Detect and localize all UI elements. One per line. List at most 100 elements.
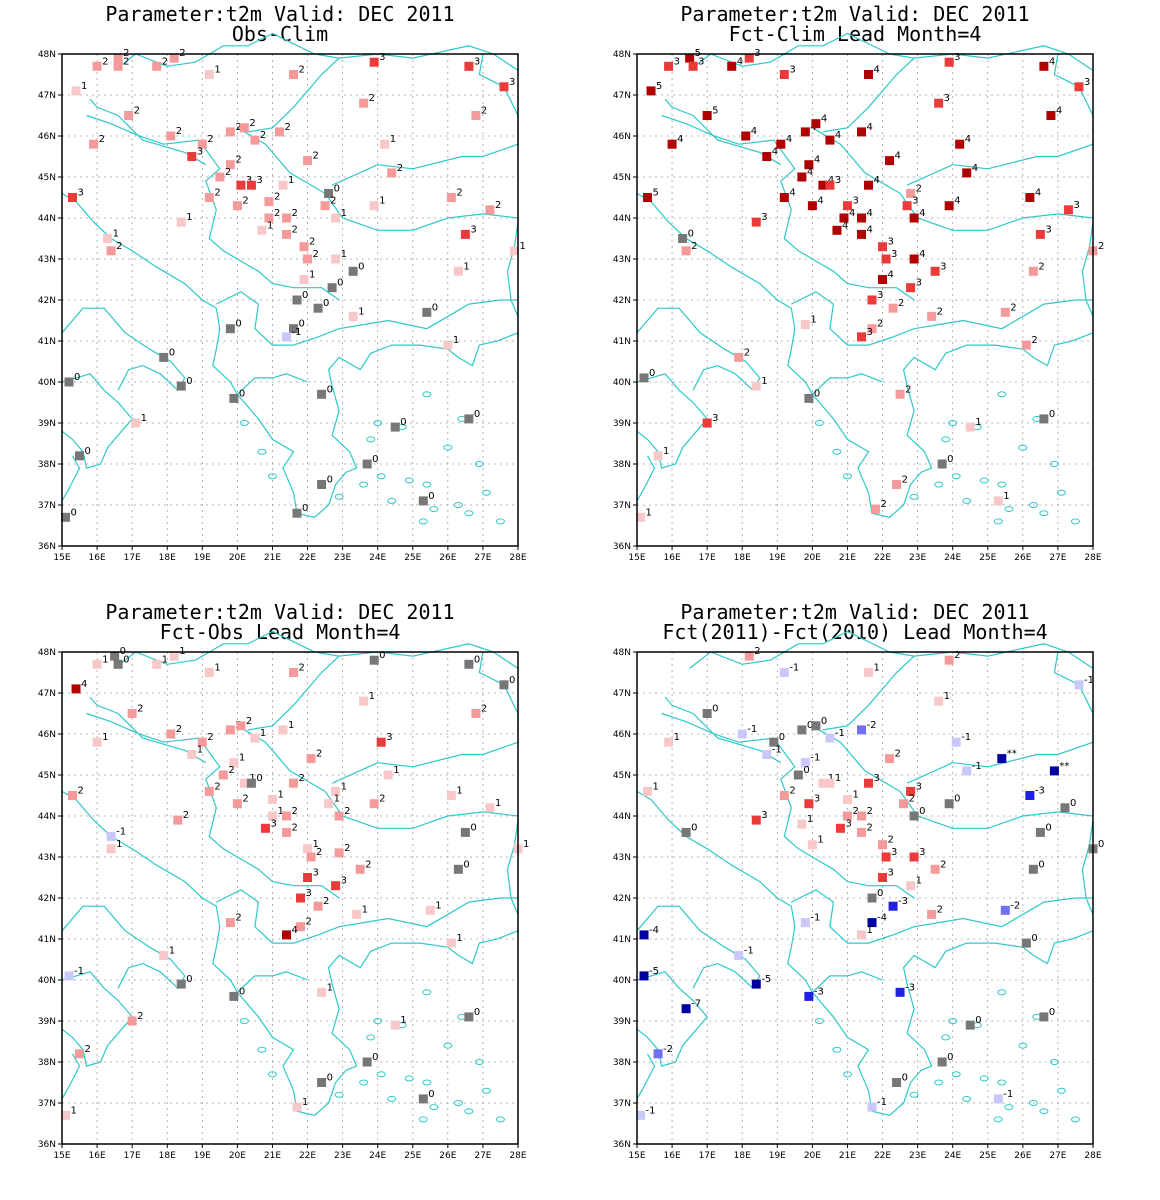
station-marker — [289, 324, 299, 334]
station-value-label: 0 — [1049, 1007, 1055, 1018]
station-value-label: 0 — [803, 765, 809, 776]
station-marker — [197, 737, 207, 747]
station-value-label: 3 — [474, 56, 480, 67]
y-tick-label: 37N — [38, 501, 56, 511]
station-marker — [471, 709, 481, 718]
x-tick-label: 18E — [734, 1151, 751, 1161]
station-marker — [281, 827, 291, 837]
station-marker — [278, 725, 288, 735]
station-marker — [281, 213, 291, 223]
station-marker — [369, 799, 379, 809]
station-marker — [390, 1020, 400, 1030]
y-tick-label: 48N — [613, 50, 631, 60]
station-marker — [159, 950, 169, 960]
y-tick-label: 46N — [613, 730, 631, 740]
panel-obs-clim: Parameter:t2m Valid: DEC 2011 Obs-Clim 2… — [0, 0, 560, 590]
x-tick-label: 24E — [944, 1151, 961, 1161]
station-marker — [485, 205, 495, 215]
station-value-label: 0 — [256, 773, 262, 784]
station-value-label: 1 — [341, 781, 347, 792]
station-value-label: 3 — [379, 52, 385, 63]
station-value-label: 2 — [137, 1011, 143, 1022]
station-value-label: 3 — [78, 188, 84, 199]
station-value-label: -4 — [877, 913, 887, 924]
station-value-label: 2 — [323, 896, 329, 907]
station-marker — [331, 881, 341, 891]
station-value-label: 3 — [814, 794, 820, 805]
station-marker — [1035, 827, 1045, 837]
station-value-label: 4 — [866, 208, 872, 219]
station-marker — [832, 225, 842, 235]
station-marker — [867, 295, 877, 305]
station-value-label: 0 — [902, 1073, 908, 1084]
station-marker — [418, 496, 428, 506]
station-value-label: -4 — [649, 925, 659, 936]
y-tick-label: 39N — [613, 419, 631, 429]
station-value-label: 1 — [288, 720, 294, 731]
station-marker — [856, 332, 866, 342]
station-value-label: 0 — [379, 650, 385, 661]
station-value-label: 3 — [919, 847, 925, 858]
station-marker — [106, 246, 116, 256]
station-value-label: 0 — [358, 261, 364, 272]
x-tick-label: 17E — [124, 1151, 141, 1161]
station-marker — [509, 246, 519, 256]
station-value-label: 2 — [481, 106, 487, 117]
station-value-label: 0 — [334, 183, 340, 194]
station-value-label: 2 — [162, 56, 168, 67]
station-marker — [909, 852, 919, 862]
station-value-label: -3 — [1035, 786, 1045, 797]
station-marker — [867, 893, 877, 903]
station-value-label: 4 — [751, 126, 757, 137]
station-value-label: 1 — [116, 839, 122, 850]
station-marker — [169, 651, 179, 661]
station-value-label: 4 — [972, 163, 978, 174]
station-marker — [811, 119, 821, 129]
station-value-label: 2 — [242, 196, 248, 207]
station-marker — [1025, 193, 1035, 202]
station-marker — [327, 283, 337, 293]
station-marker — [864, 668, 874, 677]
station-marker — [751, 217, 761, 227]
station-marker — [1028, 266, 1038, 276]
station-marker — [807, 201, 817, 211]
x-tick-label: 21E — [264, 553, 281, 563]
station-marker — [281, 811, 291, 821]
station-value-label: 2 — [909, 794, 915, 805]
station-marker — [306, 754, 316, 764]
station-marker — [197, 139, 207, 149]
panel-title: Parameter:t2m Valid: DEC 2011 — [105, 2, 455, 26]
map-plot: 0104111200012212212211312121021222112211… — [38, 630, 529, 1161]
station-marker — [867, 1102, 877, 1112]
station-value-label: 3 — [944, 93, 950, 104]
station-value-label: 3 — [197, 147, 203, 158]
y-tick-label: 42N — [38, 296, 56, 306]
station-marker — [204, 193, 214, 202]
station-marker — [446, 938, 456, 948]
station-value-label: 2 — [102, 56, 108, 67]
station-marker — [892, 480, 902, 489]
station-value-label: 2 — [888, 835, 894, 846]
y-tick-label: 38N — [38, 1058, 56, 1068]
station-value-label: 4 — [919, 249, 925, 260]
station-marker — [856, 811, 866, 821]
station-value-label: -1 — [772, 745, 782, 756]
station-marker — [856, 127, 866, 137]
station-marker — [744, 53, 754, 63]
station-value-label: 3 — [761, 212, 767, 223]
station-value-label: 0 — [1098, 839, 1104, 850]
x-tick-label: 23E — [334, 553, 351, 563]
panel-title: Parameter:t2m Valid: DEC 2011 — [680, 600, 1030, 624]
station-value-label: 0 — [239, 388, 245, 399]
station-marker — [204, 786, 214, 796]
station-value-label: 2 — [242, 794, 248, 805]
station-marker — [390, 422, 400, 432]
station-marker — [239, 123, 249, 133]
station-marker — [1028, 864, 1038, 874]
station-value-label: 1 — [141, 413, 147, 424]
station-value-label: 2 — [116, 241, 122, 252]
station-marker — [313, 303, 323, 313]
station-value-label: 2 — [866, 822, 872, 833]
y-tick-label: 42N — [38, 894, 56, 904]
station-marker — [944, 799, 954, 809]
